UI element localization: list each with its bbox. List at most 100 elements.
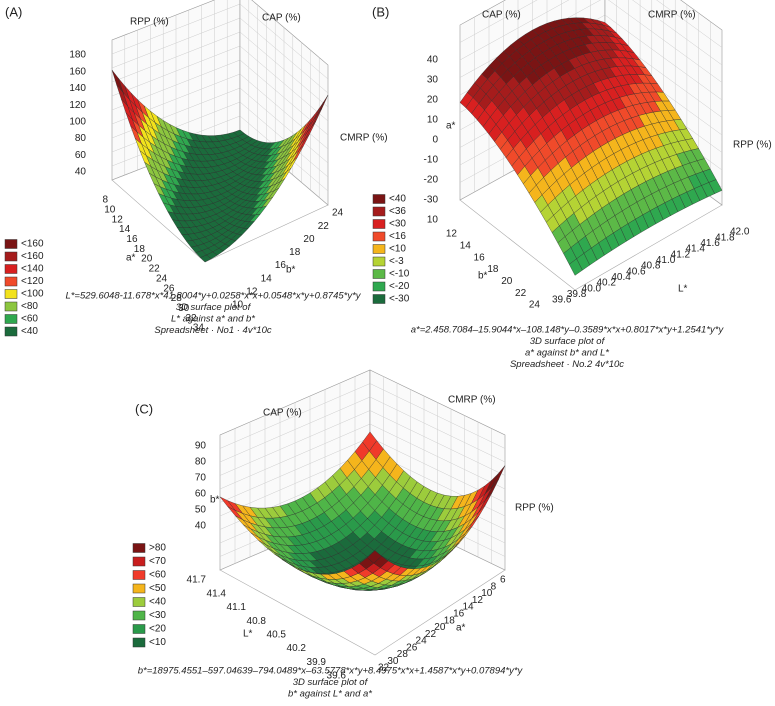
wall-grid [239, 3, 329, 80]
legend-label: <20 [149, 624, 166, 635]
tick-label: 40.2 [287, 643, 307, 654]
tick-label: 140 [69, 83, 86, 94]
tick-label: 41.8 [715, 232, 735, 243]
tick-label: 41.1 [227, 602, 247, 613]
surface-cell [200, 254, 212, 263]
tick-label: 20 [141, 254, 153, 265]
tick-label: -10 [424, 155, 439, 166]
legend-swatch [132, 624, 146, 634]
equation-line: b*=18975.4551–597.04639–794.0489*x–63.57… [138, 666, 524, 677]
tick-label: 40.4 [611, 272, 631, 283]
tick-label: 16 [474, 252, 486, 263]
tick-label: 42.0 [730, 227, 750, 238]
axis-title: RPP (%) [130, 17, 169, 28]
tick-label: 18 [289, 247, 301, 258]
axis-title: CAP (%) [482, 10, 521, 21]
axis-title: CAP (%) [262, 13, 301, 24]
legend-swatch [372, 269, 386, 279]
tick-label: 40.6 [626, 266, 646, 277]
tick-label: 26 [406, 642, 418, 653]
tick-label: 41.6 [700, 238, 720, 249]
tick-label: 22 [425, 629, 437, 640]
legend-swatch [4, 276, 18, 287]
legend-swatch [372, 231, 386, 242]
wall-grid [111, 31, 241, 83]
tick-label: 12 [446, 229, 458, 240]
legend-swatch [4, 314, 18, 324]
tick-label: 100 [69, 116, 86, 127]
wall-grid [604, 14, 723, 101]
tick-label: -20 [424, 175, 439, 186]
tick-label: 18 [487, 264, 499, 275]
wall-grid [219, 383, 371, 449]
legend-label: <-3 [389, 256, 404, 267]
tick-label: 41.4 [207, 588, 227, 599]
tick-label: 39.6 [552, 295, 572, 306]
equation-line: 3D surface plot of [176, 302, 252, 313]
wall-grid [239, 31, 329, 108]
tick-label: 6 [500, 575, 506, 586]
legend-label: <40 [149, 597, 166, 608]
surface-cell [569, 258, 583, 276]
tick-label: 60 [75, 150, 87, 161]
legend-swatch [372, 281, 386, 292]
legend-label: <10 [389, 244, 406, 255]
legend-label: <60 [21, 314, 38, 325]
tick-label: 40 [75, 167, 87, 178]
tick-label: 16 [275, 260, 287, 271]
axis-title: CMRP (%) [648, 10, 696, 21]
wall-grid [632, 0, 723, 66]
tick-label: 22 [515, 288, 527, 299]
tick-label: 24 [529, 300, 541, 311]
tick-label: 40 [195, 521, 207, 532]
panel: (C) CAP (%) CMRP (%) b* RPP (%) L* a* 90 80 70 60 5… [132, 369, 554, 700]
legend-label: <10 [149, 637, 166, 648]
wall-grid [459, 0, 538, 43]
tick-label: 40.2 [597, 278, 617, 289]
equation-line: a*=2.458.7084–15.9044*x–108.148*y–0.3589… [411, 325, 725, 336]
wall-grid [369, 423, 506, 490]
wall-grid [219, 396, 371, 463]
surface-cell [366, 550, 382, 564]
legend-label: <40 [389, 194, 406, 205]
tick-label: 10 [427, 115, 439, 126]
tick-label: 24 [416, 636, 428, 647]
axis-title: CMRP (%) [448, 395, 496, 406]
tick-label: 70 [195, 473, 207, 484]
legend-label: <-10 [389, 269, 410, 280]
legend-swatch [4, 289, 18, 299]
equation-line: Spreadsheet · No.2 4v*10c [510, 359, 624, 370]
wall-grid [111, 3, 241, 55]
tick-label: 16 [453, 608, 465, 619]
tick-label: 39.8 [567, 289, 587, 300]
tick-label: 24 [156, 273, 168, 284]
axis-title: CMRP (%) [340, 133, 388, 144]
tick-label: 40.8 [247, 616, 267, 627]
wall-grid [369, 410, 506, 476]
legend-swatch [132, 637, 146, 648]
tick-label: 120 [69, 100, 86, 111]
tick-label: 32 [378, 663, 390, 674]
legend-swatch [372, 244, 386, 254]
legend-swatch [132, 583, 146, 594]
tick-label: 40.8 [641, 261, 661, 272]
tick-label: 40 [427, 55, 439, 66]
equation-line: b* against L* and a* [288, 689, 372, 700]
legend-label: <160 [21, 239, 44, 250]
panel-label: (B) [372, 4, 389, 19]
legend-label: <120 [21, 276, 44, 287]
tick-label: 39.6 [327, 671, 347, 682]
equation-line: Spreadsheet · No1 · 4v*10c [154, 325, 271, 336]
tick-label: 14 [462, 602, 474, 613]
wall-grid [111, 45, 241, 97]
tick-label: 14 [119, 224, 131, 235]
legend-swatch [132, 570, 146, 580]
tick-label: 30 [387, 656, 399, 667]
legend-label: <30 [389, 219, 406, 230]
legend-label: <40 [21, 326, 38, 337]
legend-swatch [372, 294, 386, 304]
wall-grid [369, 396, 506, 463]
equation-line: L*=529.6048-11.678*x*41.8004*y+0.0258*x*… [65, 291, 361, 302]
panel: (B) CAP (%) CMRP (%) a* RPP (%) b* L* 40 30 20 10 0… [372, 0, 772, 370]
